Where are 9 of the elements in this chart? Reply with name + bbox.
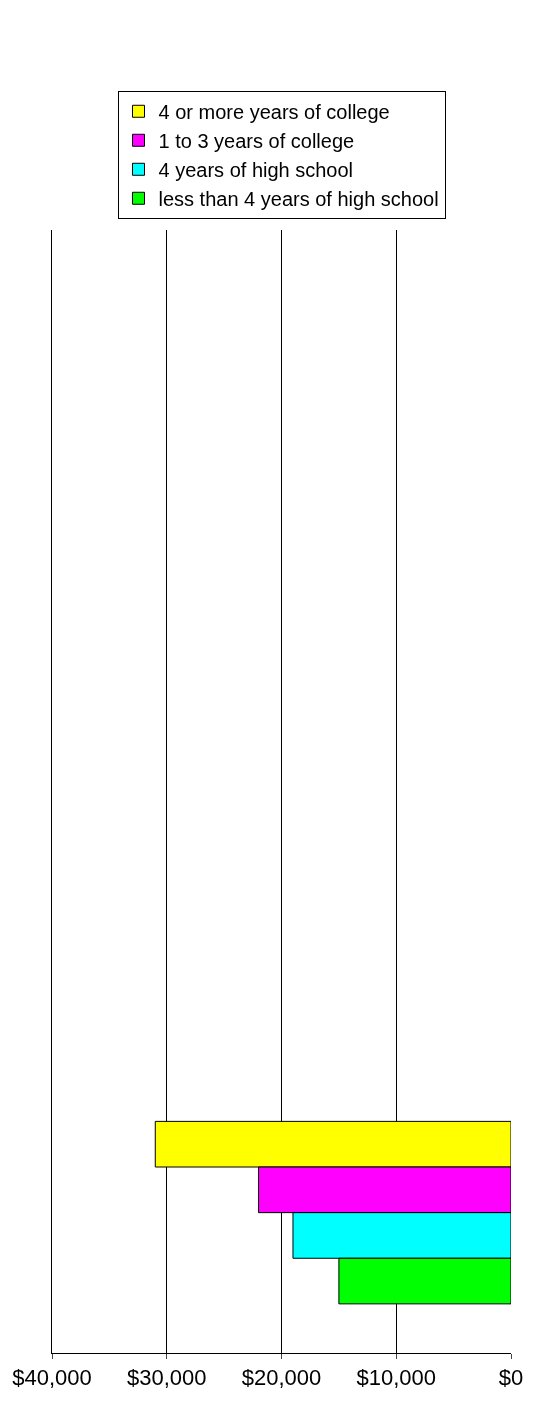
x-tick-label: $30,000 [126,1365,207,1391]
legend-label: 4 years of high school [158,159,354,182]
x-tick-label: $0 [498,1365,524,1391]
legend-label: less than 4 years of high school [158,188,439,211]
legend-label: 4 or more years of college [158,101,390,124]
x-tick-label: $10,000 [356,1365,437,1391]
x-tick-label: $20,000 [241,1365,322,1391]
x-tick-label: $40,000 [12,1365,92,1391]
legend-label: 1 to 3 years of college [158,130,355,153]
